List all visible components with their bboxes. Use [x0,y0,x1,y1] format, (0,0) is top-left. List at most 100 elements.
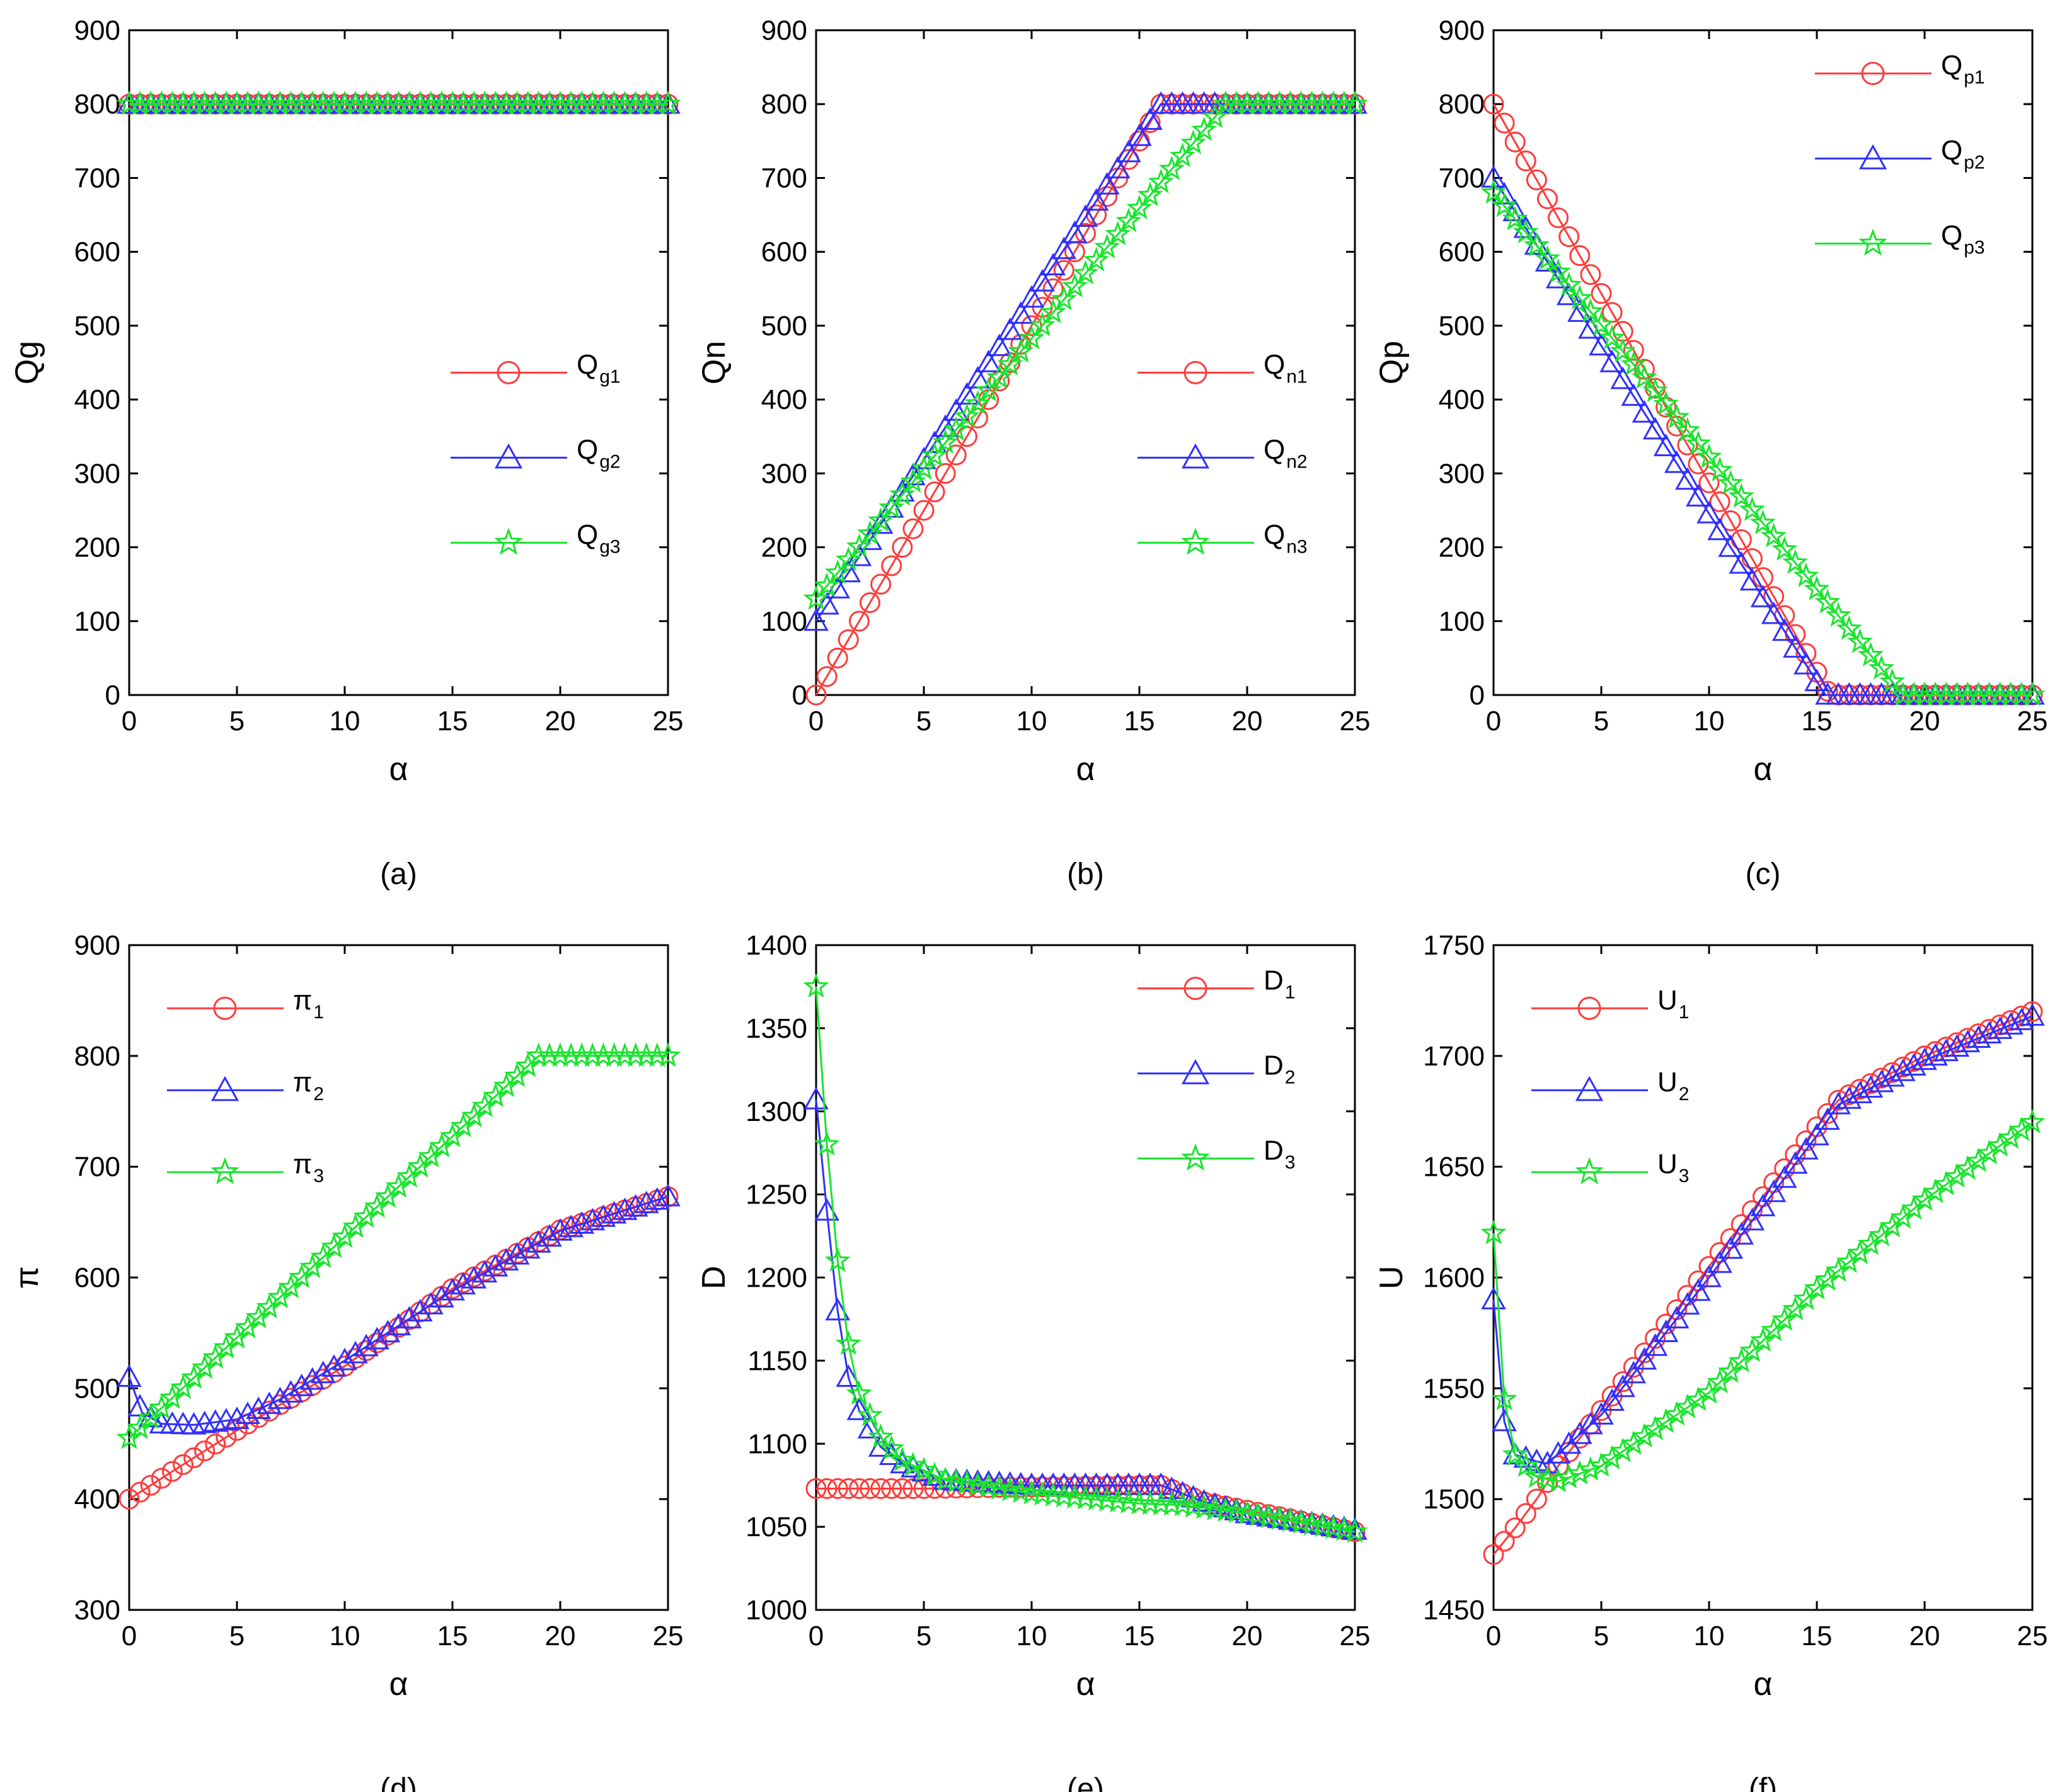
data-point [1577,298,1604,323]
legend-label-subscript: g1 [599,366,620,387]
data-point [205,1433,226,1455]
legend-marker [1181,443,1210,469]
data-point [1599,325,1625,350]
data-point [1127,123,1152,146]
data-point [860,592,880,613]
data-point [1869,1069,1894,1093]
data-point [1707,517,1732,541]
data-point [1137,181,1163,207]
data-point [418,1292,444,1315]
legend-label-main: Q [1264,519,1285,550]
y-tick-label: 1750 [1423,930,1485,961]
data-point [846,1398,872,1420]
data-point [1794,1137,1819,1160]
data-point [1718,534,1743,557]
x-tick-label: 0 [809,1621,824,1651]
x-tick-label: 15 [1124,706,1155,737]
legend-marker [494,443,523,469]
data-point [1491,192,1517,217]
data-point [1771,1165,1797,1188]
data-point [1686,1278,1711,1301]
y-axis-label: Qp [1373,341,1410,384]
data-point [1494,112,1515,134]
y-tick-label: 1450 [1423,1595,1485,1626]
legend-marker [1181,527,1210,555]
legend-label-main: Q [577,434,598,465]
data-point [623,1194,648,1217]
data-point [1664,1306,1690,1329]
legend-label-main: Q [1941,221,1962,251]
legend-label-subscript: 3 [1285,1152,1296,1173]
data-point [1480,179,1507,204]
data-point [911,455,937,480]
data-point [451,1272,476,1295]
data-point [1018,325,1045,350]
legend-marker [1181,1059,1210,1084]
y-tick-label: 900 [74,930,120,961]
subplot-caption: (c) [1746,858,1781,891]
data-point [1569,1427,1591,1449]
data-point [1804,575,1830,600]
data-point [805,684,827,706]
legend-label-main: Q [1264,434,1285,465]
data-point [1782,549,1809,574]
data-point [1825,1257,1851,1282]
data-point [1847,1081,1873,1103]
data-point [1664,403,1690,428]
legend-marker [1183,360,1207,384]
data-point [1094,233,1120,258]
series-line [128,1055,668,1439]
data-point [1632,1347,1657,1370]
legend-label-main: U [1657,1149,1678,1180]
y-tick-label: 1250 [746,1180,807,1210]
data-point [1739,496,1765,521]
data-point [1556,272,1582,297]
data-point [878,494,905,519]
data-point [945,444,967,466]
data-point [1642,1333,1668,1356]
data-point [1707,456,1733,481]
data-point [848,611,870,632]
legend-label-subscript: 1 [1679,1002,1690,1023]
legend-label: D2 [1264,1050,1295,1088]
data-point [1879,668,1906,693]
data-point [902,518,924,539]
data-point [1481,1287,1506,1309]
data-point [1515,150,1536,171]
data-point [1966,1025,1991,1048]
y-tick-label: 900 [74,15,120,46]
data-point [1567,1460,1593,1485]
legend-label: U3 [1657,1149,1689,1186]
legend-label-main: π [293,985,312,1016]
data-point [1577,1456,1604,1481]
legend-label-subscript: 1 [313,1002,324,1023]
x-tick-label: 25 [653,1621,684,1651]
data-point [1685,1386,1712,1411]
series-Qg3 [116,90,681,115]
legend-label: D3 [1264,1135,1295,1173]
data-point [1534,245,1561,270]
x-tick-label: 15 [1802,1621,1833,1651]
data-point [803,1086,829,1110]
series-U2 [1481,1003,2045,1474]
data-point [1526,1488,1547,1510]
data-point [504,1242,530,1265]
x-tick-label: 5 [1594,706,1609,737]
legend-label: Qn2 [1264,434,1308,472]
data-point [332,1348,357,1370]
axes-frame [815,29,1356,696]
data-point [655,1183,681,1207]
data-point [1761,601,1787,624]
series-line [815,986,1356,1533]
data-point [1491,1386,1517,1411]
data-point [1515,1503,1536,1524]
y-tick-label: 700 [761,163,807,193]
data-point [824,559,851,584]
data-point [1558,226,1580,248]
series-line [1492,192,2032,696]
y-tick-label: 600 [1439,237,1485,268]
legend-marker [213,996,237,1020]
data-point [396,1306,422,1329]
data-point [1664,1401,1690,1426]
